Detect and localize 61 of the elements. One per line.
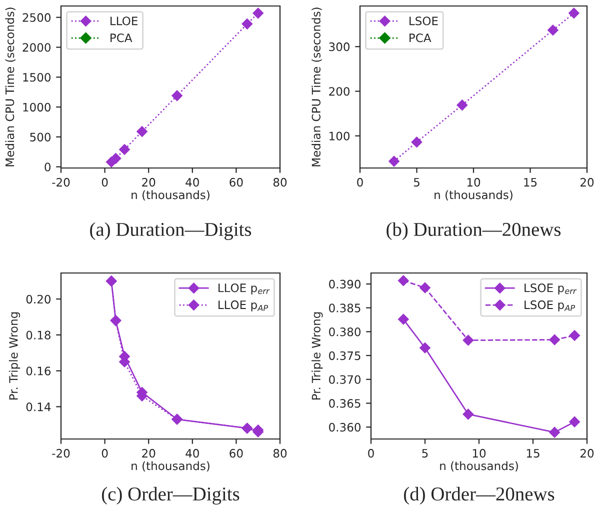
x-tick-label: 0: [368, 448, 374, 458]
x-tick-label: -20: [52, 178, 70, 187]
legend-label: LLOE p$_{err}$: [218, 283, 270, 294]
y-tick-label: 1000: [23, 102, 51, 112]
y-tick-label: 0.360: [329, 422, 361, 432]
x-axis-title: n (thousands): [434, 190, 512, 201]
x-axis-title: n (thousands): [440, 461, 518, 472]
x-tick-label: 20: [580, 448, 594, 458]
x-tick-label: 80: [273, 178, 287, 187]
x-tick-label: 40: [186, 448, 199, 458]
legend-label: LSOE p$_{AP}$: [524, 300, 576, 312]
x-tick-label: 60: [230, 448, 243, 458]
y-axis-title: Pr. Triple Wrong: [312, 312, 323, 400]
y-tick-label: 0.390: [329, 280, 361, 289]
x-tick-label: 15: [526, 449, 540, 458]
x-tick-label: 20: [142, 448, 156, 458]
legend-label: LLOE p$_{AP}$: [218, 300, 268, 312]
y-axis-title: Median CPU Time (seconds): [312, 8, 322, 166]
y-tick-label: 0.375: [329, 351, 360, 360]
text: (a) Duration—Digits: [90, 222, 252, 240]
legend-label: LSOE p$_{err}$: [524, 283, 577, 294]
y-tick-label: 500: [30, 132, 51, 142]
x-tick-label: 5: [422, 449, 428, 458]
legend-label: LLOE: [110, 16, 138, 26]
x-axis-title: n (thousands): [132, 190, 210, 201]
y-tick-label: 0.370: [329, 375, 361, 384]
x-tick-label: 10: [472, 448, 486, 458]
text: (c) Order—Digits: [102, 486, 240, 505]
y-axis-title: Pr. Triple Wrong: [8, 312, 20, 400]
x-tick-label: 80: [273, 448, 287, 458]
text: (d) Order—20news: [404, 486, 554, 505]
y-tick-label: 2000: [22, 43, 51, 52]
x-tick-label: 40: [186, 178, 199, 187]
y-axis-title: Median CPU Time (seconds): [5, 8, 16, 166]
x-tick-label: 5: [414, 178, 420, 187]
y-tick-label: 100: [330, 132, 350, 140]
y-tick-label: 300: [329, 42, 350, 52]
y-tick-label: 0.380: [329, 327, 361, 336]
y-tick-label: 1500: [23, 72, 51, 82]
legend-label: LSOE: [410, 16, 438, 26]
y-tick-label: 2500: [22, 13, 51, 22]
y-tick-label: 0.20: [26, 294, 51, 304]
legend-label: PCA: [410, 34, 432, 42]
y-tick-label: 0.16: [26, 366, 51, 376]
x-tick-label: 20: [142, 178, 156, 187]
x-tick-label: 10: [467, 178, 480, 187]
text: (b) Duration—20news: [386, 222, 561, 240]
x-tick-label: 0: [102, 448, 108, 458]
x-tick-label: 60: [230, 178, 243, 187]
y-tick-label: 0: [44, 162, 51, 172]
legend-label: PCA: [110, 34, 132, 42]
x-axis-title: n (thousands): [132, 461, 210, 472]
y-tick-label: 0.365: [329, 399, 360, 408]
x-tick-label: -20: [52, 448, 70, 458]
y-tick-label: 0.385: [329, 304, 360, 312]
y-tick-label: 0.14: [26, 402, 51, 412]
x-tick-label: 20: [580, 178, 594, 187]
x-tick-label: 15: [524, 178, 537, 187]
y-tick-label: 200: [329, 87, 350, 96]
y-tick-label: 0.18: [26, 330, 50, 340]
x-tick-label: 0: [102, 178, 108, 187]
